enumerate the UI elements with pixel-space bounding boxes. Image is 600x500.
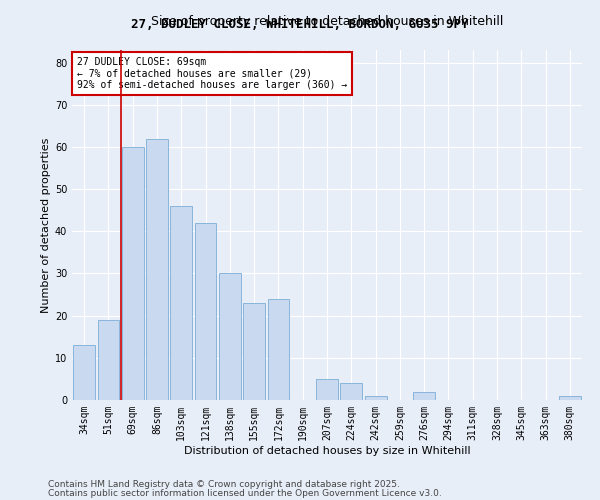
Bar bbox=[243, 303, 265, 400]
Bar bbox=[122, 147, 143, 400]
Bar bbox=[559, 396, 581, 400]
Text: 27 DUDLEY CLOSE: 69sqm
← 7% of detached houses are smaller (29)
92% of semi-deta: 27 DUDLEY CLOSE: 69sqm ← 7% of detached … bbox=[77, 57, 347, 90]
Bar bbox=[73, 345, 95, 400]
Bar bbox=[97, 320, 119, 400]
Bar bbox=[194, 223, 217, 400]
Bar bbox=[219, 274, 241, 400]
Bar bbox=[365, 396, 386, 400]
Text: Contains HM Land Registry data © Crown copyright and database right 2025.: Contains HM Land Registry data © Crown c… bbox=[48, 480, 400, 489]
Bar bbox=[413, 392, 435, 400]
Bar bbox=[268, 299, 289, 400]
Text: 27, DUDLEY CLOSE, WHITEHILL, BORDON, GU35 9PY: 27, DUDLEY CLOSE, WHITEHILL, BORDON, GU3… bbox=[131, 18, 469, 30]
Bar bbox=[316, 379, 338, 400]
Title: Size of property relative to detached houses in Whitehill: Size of property relative to detached ho… bbox=[151, 15, 503, 28]
Bar bbox=[340, 383, 362, 400]
X-axis label: Distribution of detached houses by size in Whitehill: Distribution of detached houses by size … bbox=[184, 446, 470, 456]
Text: Contains public sector information licensed under the Open Government Licence v3: Contains public sector information licen… bbox=[48, 488, 442, 498]
Y-axis label: Number of detached properties: Number of detached properties bbox=[41, 138, 50, 312]
Bar bbox=[146, 138, 168, 400]
Bar bbox=[170, 206, 192, 400]
